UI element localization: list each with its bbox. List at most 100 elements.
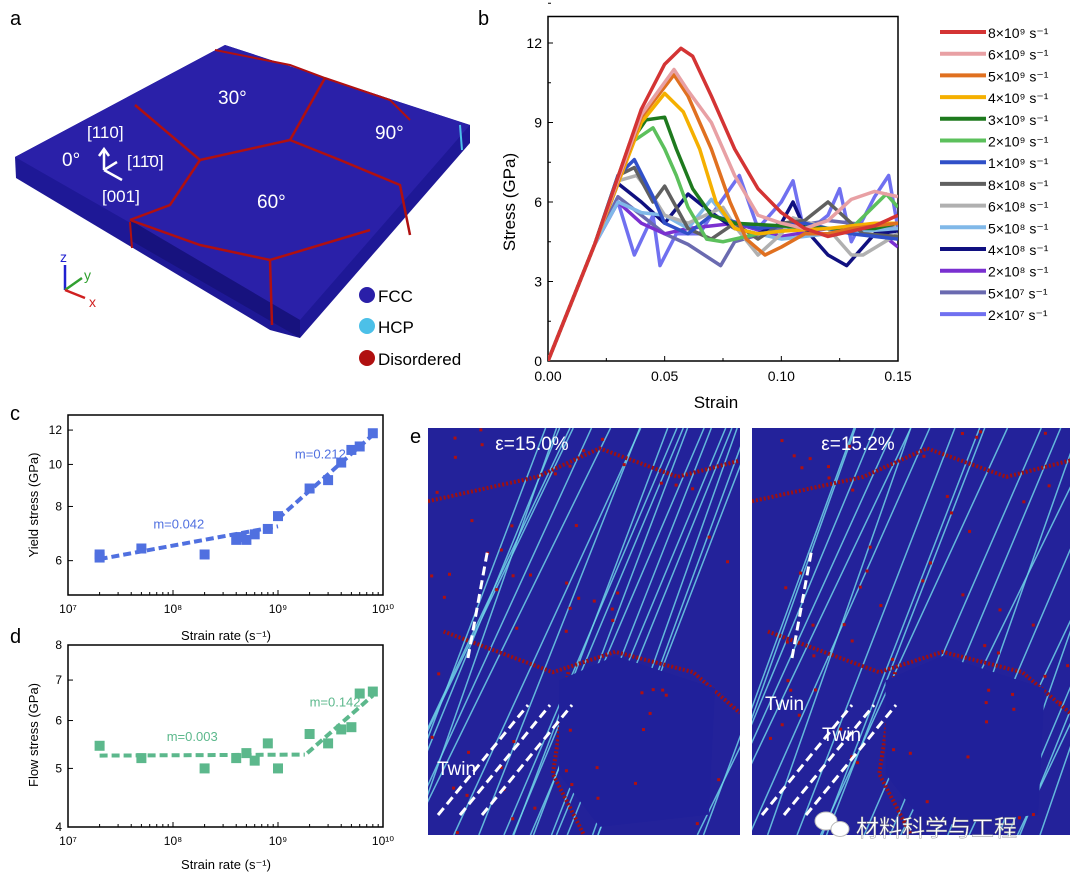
chart-d-data-point — [241, 748, 252, 759]
sim-e-defect-atom — [430, 574, 434, 578]
stress-strain-chart: 0.00 0.05 0.10 0.15 0 3 6 9 12 8×10⁹ s⁻¹ 6×10⁹ s⁻¹… — [526, 2, 1049, 384]
sim-f-defect-atom — [979, 430, 983, 434]
sim-e-defect-atom — [717, 778, 721, 782]
sim-f-defect-atom — [789, 688, 793, 692]
b-y-tick-label: 6 — [534, 194, 542, 210]
b-series-line — [548, 73, 898, 361]
chart-d-data-point — [273, 763, 283, 774]
chart-d-y-tick-label: 6 — [55, 714, 62, 728]
chart-d-data-point — [354, 688, 365, 699]
sim-f-defect-atom — [922, 454, 926, 458]
sim-f-defect-atom — [1012, 707, 1016, 711]
sim-f-twin-band — [825, 428, 986, 835]
c-y-axis-label: Yield stress (GPa) — [26, 453, 41, 558]
sim-f-defect-atom — [945, 494, 949, 498]
sim-e-twin-band — [453, 428, 642, 835]
sim-f-twin-band — [752, 428, 896, 744]
f-strain-label: ε=15.2% — [821, 434, 895, 455]
axis-x-label: x — [89, 294, 96, 310]
sim-f-defect-atom — [983, 644, 987, 648]
b-legend-label: 1×10⁹ s⁻¹ — [988, 155, 1049, 171]
sim-f-defect-atom — [1047, 484, 1051, 488]
sim-e-defect-atom — [570, 783, 574, 787]
sim-f-defect-atom — [800, 466, 804, 470]
sim-e-twin-band — [428, 428, 593, 787]
sim-f-grain-boundary — [767, 629, 1070, 715]
sim-e-grain — [559, 655, 716, 827]
sim-e-defect-atom — [499, 766, 503, 770]
chart-c-fit-label: m=0.212 — [295, 447, 346, 462]
sim-e-defect-atom — [596, 796, 600, 800]
sim-f-defect-atom — [998, 608, 1002, 612]
sim-e-defect-atom — [661, 688, 665, 692]
b-series-line — [548, 165, 898, 361]
sim-f-twin-marker-dashed — [760, 704, 854, 816]
sim-f-defect-atom — [908, 751, 912, 755]
b-x-tick-label: 0.15 — [884, 368, 911, 384]
sim-e-twin-marker-dashed — [436, 704, 530, 816]
sim-e-grain-boundary — [550, 671, 586, 835]
b-y-axis-label: Stress (GPa) — [500, 153, 519, 251]
sim-f-defect-atom — [798, 571, 802, 575]
sim-e-defect-atom — [512, 740, 516, 744]
panel-label-a: a — [10, 8, 22, 30]
sim-e-defect-atom — [447, 572, 451, 576]
b-legend-label: 8×10⁹ s⁻¹ — [988, 25, 1049, 41]
chart-c-data-point — [199, 549, 210, 560]
b-legend-label: 2×10⁷ s⁻¹ — [988, 307, 1048, 323]
sim-e-twin-band — [428, 428, 547, 740]
sim-f-defect-atom — [925, 800, 929, 804]
hcp-marker — [359, 318, 375, 334]
sim-e-defect-atom — [592, 599, 596, 603]
sim-f-defect-atom — [785, 640, 789, 644]
sim-f-grain-boundary — [877, 671, 913, 835]
sim-f-defect-atom — [851, 488, 855, 492]
chart-d-data-point — [262, 738, 273, 749]
sim-e-defect-atom — [622, 463, 626, 467]
chart-c-data-point — [136, 543, 147, 554]
panel-label-d: d — [10, 626, 21, 648]
chart-d-y-tick-label: 7 — [55, 673, 62, 687]
sim-e-defect-atom — [511, 817, 515, 821]
sim-e-defect-atom — [470, 519, 474, 523]
sim-f-twin-marker-dashed — [804, 704, 898, 816]
sim-e-defect-atom — [480, 443, 484, 447]
chart-d-data-point — [136, 753, 147, 764]
chart-c-x-tick-label: 10⁹ — [269, 602, 288, 616]
b-legend-label: 4×10⁸ s⁻¹ — [988, 242, 1049, 258]
chart-d-data-point — [231, 753, 242, 764]
sim-f-defect-atom — [1017, 816, 1021, 820]
b-legend-label: 8×10⁸ s⁻¹ — [988, 177, 1049, 193]
b-x-tick-label: 0.00 — [534, 368, 561, 384]
sim-f-defect-atom — [950, 511, 954, 515]
sim-f-defect-atom — [1022, 500, 1026, 504]
sim-e-defect-atom — [510, 524, 514, 528]
sim-f-defect-atom — [1043, 674, 1047, 678]
sim-e-defect-atom — [664, 693, 668, 697]
chart-d-x-tick-label: 10¹⁰ — [372, 834, 394, 848]
sim-f-defect-atom — [968, 529, 972, 533]
chart-c-data-point — [323, 475, 334, 486]
sim-f-defect-atom — [928, 561, 932, 565]
sim-e-defect-atom — [499, 548, 503, 552]
sim-e-defect-atom — [651, 688, 655, 692]
sim-e-defect-atom — [616, 591, 620, 595]
sim-e-defect-atom — [511, 574, 515, 578]
sim-f-defect-atom — [848, 444, 852, 448]
d-y-axis-label: Flow stress (GPa) — [26, 683, 41, 787]
sim-f-defect-atom — [984, 701, 988, 705]
chart-c-y-tick-label: 12 — [49, 423, 63, 437]
sim-f-defect-atom — [868, 545, 872, 549]
chart-c-data-point — [262, 523, 273, 534]
sim-f-defect-atom — [768, 736, 772, 740]
sim-f-defect-atom — [921, 579, 925, 583]
chart-d-fit-line — [99, 752, 305, 758]
fcc-marker — [359, 287, 375, 303]
flow-stress-chart: 10⁷ 10⁸ 10⁹ 10¹⁰ 4 5 6 7 8 m=0.003 m=0.142 — [55, 638, 394, 848]
grain-label-30: 30° — [218, 88, 247, 109]
sim-e-defect-atom — [453, 436, 457, 440]
panel-label-b: b — [478, 8, 489, 30]
sim-f-defect-atom — [865, 569, 869, 573]
sim-f-defect-atom — [855, 761, 859, 765]
